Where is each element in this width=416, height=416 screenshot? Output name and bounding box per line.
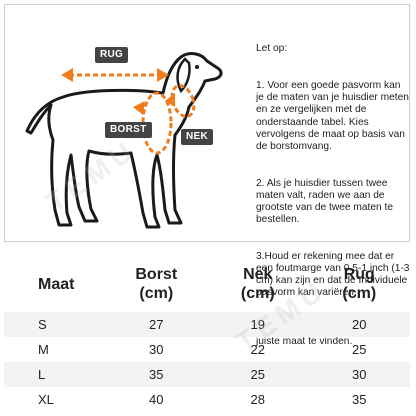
header-maat: Maat bbox=[4, 256, 106, 312]
header-nek-unit: (cm) bbox=[240, 285, 275, 302]
header-maat-name: Maat bbox=[38, 275, 75, 293]
header-nek-name: Nek bbox=[243, 266, 273, 283]
instruction-2: 2. Als je huisdier tussen twee maten val… bbox=[256, 177, 396, 226]
cell-size: XL bbox=[38, 392, 54, 407]
table-row: M 30 22 25 bbox=[4, 337, 410, 362]
header-rug-name: Rug bbox=[343, 266, 375, 283]
cell-borst: 30 bbox=[149, 342, 164, 357]
header-borst: Borst (cm) bbox=[106, 256, 208, 312]
size-guide-panel: RUG BORST NEK Let op: 1. Voor een goede … bbox=[4, 4, 412, 347]
instruction-3: 3.Houd er rekening mee dat er een foutma… bbox=[256, 250, 413, 299]
nek-arrow-head bbox=[165, 93, 175, 107]
nek-label: NEK bbox=[181, 129, 214, 145]
header-rug: Rug (cm) bbox=[309, 256, 411, 312]
size-table: Maat Borst (cm) Nek (cm) Rug (cm) S 2 bbox=[4, 256, 410, 412]
dog-measurement-diagram: RUG BORST NEK bbox=[5, 5, 255, 243]
rug-arrow-right-head bbox=[157, 68, 169, 82]
borst-label: BORST bbox=[105, 122, 152, 138]
cell-rug: 20 bbox=[308, 312, 410, 337]
cell-rug: 35 bbox=[352, 392, 367, 407]
cell-borst: 35 bbox=[105, 362, 207, 387]
cell-nek: 25 bbox=[207, 362, 309, 387]
header-nek: Nek (cm) bbox=[207, 256, 309, 312]
borst-arrow-head bbox=[133, 101, 145, 115]
table-row: S 27 19 20 bbox=[4, 312, 410, 337]
cell-size: M bbox=[38, 342, 49, 357]
header-borst-unit: (cm) bbox=[139, 285, 174, 302]
cell-rug: 25 bbox=[352, 342, 367, 357]
table-row: XL 40 28 35 bbox=[4, 387, 410, 412]
cell-size: L bbox=[4, 362, 106, 387]
header-rug-unit: (cm) bbox=[342, 285, 377, 302]
instructions-heading: Let op: bbox=[256, 43, 288, 55]
cell-nek: 22 bbox=[250, 342, 265, 357]
table-header-row: Maat Borst (cm) Nek (cm) Rug (cm) bbox=[4, 256, 410, 312]
table-row: L 35 25 30 bbox=[4, 362, 410, 387]
cell-nek: 28 bbox=[250, 392, 265, 407]
rug-arrow-left-head bbox=[61, 68, 73, 82]
cell-rug: 30 bbox=[308, 362, 410, 387]
rug-label: RUG bbox=[95, 47, 129, 63]
dog-ear bbox=[176, 57, 191, 94]
cell-size: S bbox=[4, 312, 106, 337]
cell-borst: 40 bbox=[149, 392, 164, 407]
borst-measure-ring bbox=[141, 91, 173, 155]
dog-illustration bbox=[25, 52, 223, 229]
header-borst-name: Borst bbox=[135, 266, 178, 283]
dog-eye bbox=[195, 65, 199, 69]
cell-nek: 19 bbox=[207, 312, 309, 337]
cell-borst: 27 bbox=[105, 312, 207, 337]
instruction-1: 1. Voor een goede pasvorm kan je de mate… bbox=[256, 80, 412, 153]
